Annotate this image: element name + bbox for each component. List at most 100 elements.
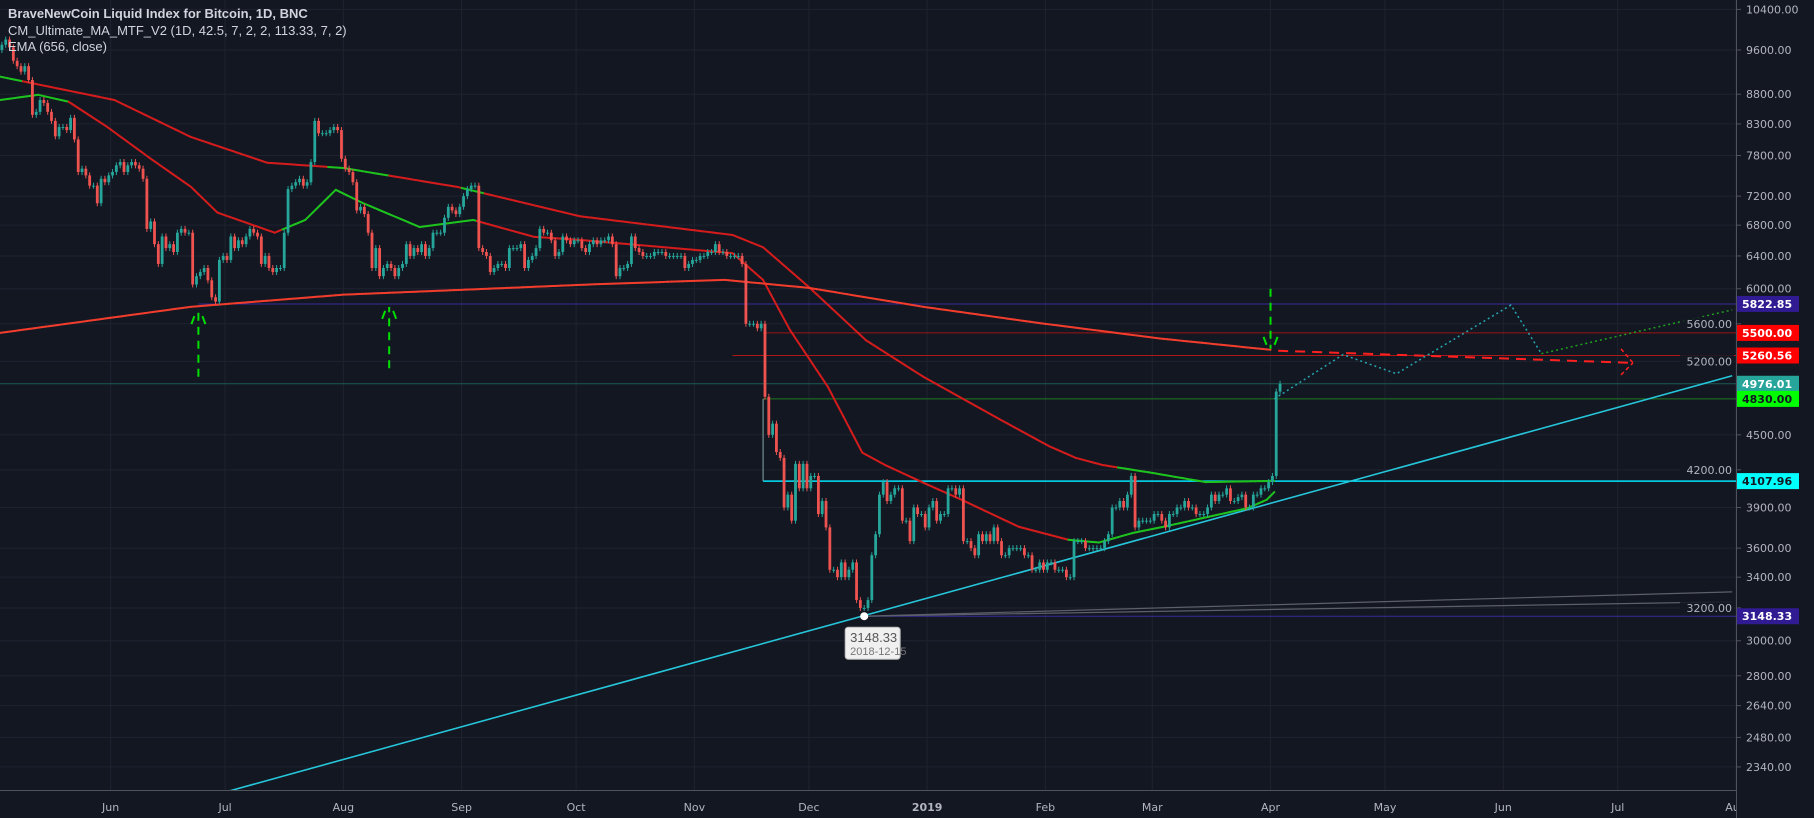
indicator-cm-ultimate-ma[interactable]: CM_Ultimate_MA_MTF_V2 (1D, 42.5, 7, 2, 2… [8,22,347,38]
candle-body [443,217,446,233]
candle-body [378,248,382,277]
candle-body [610,236,614,245]
price-tag-label: 3148.33 [1742,610,1792,623]
candle-body [1259,488,1263,495]
candle-body [759,323,763,329]
candle-body [549,232,553,241]
candle-body [80,168,84,173]
price-tag-bg [1737,375,1799,392]
candle-body [1061,569,1064,571]
candle-body [1072,541,1076,578]
price-tag[interactable]: 5260.56 [1737,347,1799,364]
candle-body [275,267,279,273]
candle-body [1129,475,1133,495]
candle-body [57,126,61,137]
price-tag[interactable]: 3148.33 [1737,608,1799,625]
candle-body [1217,494,1221,502]
candle-body [904,520,908,522]
price-tag[interactable]: 4830.00 [1737,390,1799,407]
candle-body [1126,494,1129,508]
candle-body [370,232,374,268]
candle-body [881,482,885,495]
candle-body [591,240,595,245]
candle-body [267,255,271,268]
time-tick-label: Oct [567,801,587,814]
candle-body [309,162,313,183]
candle-body [355,182,359,211]
candle-body [156,244,160,264]
candle-body [622,267,626,269]
candle-body [530,255,534,260]
time-tick-label: Nov [684,801,706,814]
price-tag[interactable]: 4976.01 [1737,375,1799,392]
price-tag[interactable]: 5500.00 [1737,324,1799,341]
price-tick-label: 2340.00 [1746,761,1792,774]
candle-body [965,541,969,543]
candle-body [122,162,126,173]
price-tick-label: 3000.00 [1746,635,1792,648]
candle-body [694,259,698,261]
candle-body [225,255,229,260]
candle-body [542,228,546,233]
candle-body [149,221,153,229]
candle-body [820,501,824,515]
candle-body [736,255,740,257]
ma-fast-segment [773,300,780,310]
candle-body [1038,562,1042,570]
price-tag-bg [1737,473,1799,490]
candle-body [668,255,671,257]
candle-body [408,244,412,256]
price-tick-label: 7200.00 [1746,190,1792,203]
candle-body [42,100,46,103]
candle-body [298,178,301,183]
gray-trend-line [862,601,1733,617]
candle-body [725,251,729,256]
candle-body [38,100,42,112]
candle-body [866,600,870,608]
time-tick-label: Aug [333,801,354,814]
candle-body [313,120,317,163]
candle-body [847,569,851,578]
candle-body [874,534,878,556]
candle-body [305,182,309,186]
candle-body [374,248,378,268]
time-axis: Jun Jul Aug Sep Oct Nov Dec 2019 Feb Mar Apr May Jun… [101,801,1736,814]
indicator-ema[interactable]: EMA (656, close) [8,39,107,54]
price-tag-bg [1737,608,1799,625]
price-tag[interactable]: 5822.85 [1737,295,1799,312]
candle-body [984,534,988,542]
candle-body [1045,562,1049,570]
candle-body [1263,488,1267,490]
candle-body [282,232,286,268]
candle-body [1148,520,1152,522]
price-tag[interactable]: 4107.96 [1737,473,1799,490]
candle-body [477,185,481,249]
candle-body [424,244,427,256]
chart-legend: BraveNewCoin Liquid Index for Bitcoin, 1… [8,6,347,56]
candle-body [366,214,370,233]
candle-body [710,251,713,253]
candle-body [645,255,649,257]
candle-body [889,494,893,502]
symbol-title[interactable]: BraveNewCoin Liquid Index for Bitcoin, 1… [8,6,308,21]
price-tick-label: 5200.00 [1687,355,1733,368]
candle-body [1030,555,1034,570]
candle-body [462,196,465,207]
candle-body [588,244,591,252]
candle-body [88,175,92,186]
candle-body [771,423,775,435]
candle-body [103,178,107,183]
candle-body [1118,501,1122,508]
candle-body [393,267,397,277]
candle-body [572,240,576,245]
candle-body [1225,488,1229,495]
candle-body [187,232,191,234]
price-tick-label: 3400.00 [1746,571,1792,584]
candle-body [183,228,187,233]
candle-body [748,323,752,325]
candle-body [1023,548,1026,556]
candle-body [84,168,88,176]
time-tick-label: Apr [1261,801,1281,814]
price-tick-label: 10400.00 [1746,3,1799,16]
